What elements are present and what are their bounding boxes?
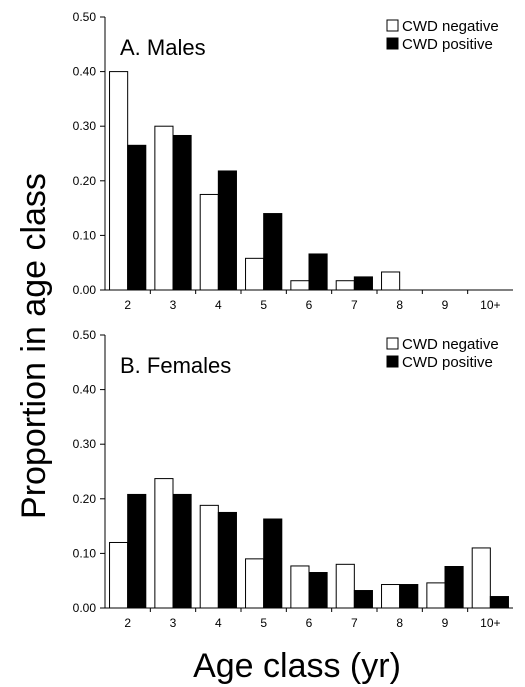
bar-cwd-positive	[399, 584, 419, 609]
bar-cwd-negative	[471, 547, 491, 609]
x-tick-label: 10+	[480, 298, 500, 312]
x-tick-label: 6	[306, 298, 313, 312]
y-tick-label: 0.50	[73, 10, 97, 24]
y-tick-label: 0.40	[73, 65, 97, 79]
y-tick-label: 0.00	[73, 601, 97, 615]
y-tick-label: 0.10	[73, 228, 97, 242]
bar-cwd-positive	[172, 134, 192, 291]
bar-cwd-positive	[489, 596, 509, 609]
x-tick-label: 9	[442, 298, 449, 312]
y-tick-label: 0.00	[73, 283, 97, 297]
legend-swatch-negative	[386, 337, 399, 350]
y-tick-label: 0.20	[73, 174, 97, 188]
x-tick-label: 5	[260, 616, 267, 630]
bar-cwd-negative	[245, 257, 265, 291]
x-tick-label: 2	[124, 616, 131, 630]
bar-cwd-negative	[290, 280, 310, 291]
bar-cwd-positive	[127, 493, 147, 609]
y-tick-label: 0.40	[73, 383, 97, 397]
bar-cwd-positive	[308, 572, 328, 609]
x-tick-label: 3	[170, 616, 177, 630]
legend-swatch-positive	[386, 37, 399, 50]
bar-cwd-negative	[381, 271, 401, 291]
bar-cwd-negative	[290, 565, 310, 609]
x-tick-label: 6	[306, 616, 313, 630]
panel-title: A. Males	[120, 35, 206, 60]
bar-cwd-negative	[154, 478, 174, 609]
x-tick-label: 2	[124, 298, 131, 312]
chart-panel-1: 0.00 0.10 0.20 0.30 0.40 0.50 2 3 4 5 6 7 8 9 10+ A. Ma…	[73, 10, 513, 312]
bar-cwd-positive	[217, 511, 237, 609]
x-tick-label: 7	[351, 298, 358, 312]
bar-cwd-negative	[109, 541, 129, 609]
bar-cwd-positive	[263, 518, 283, 609]
bar-cwd-positive	[353, 590, 373, 609]
legend-label-positive: CWD positive	[402, 36, 493, 53]
bar-cwd-negative	[381, 584, 401, 609]
y-tick-label: 0.20	[73, 492, 97, 506]
bar-cwd-negative	[426, 582, 446, 609]
bar-cwd-positive	[172, 493, 192, 609]
bar-cwd-negative	[199, 504, 219, 609]
bar-cwd-negative	[335, 563, 355, 609]
x-tick-label: 4	[215, 298, 222, 312]
x-tick-label: 5	[260, 298, 267, 312]
bar-cwd-negative	[335, 280, 355, 291]
bar-cwd-positive	[308, 253, 328, 291]
bar-cwd-positive	[444, 566, 464, 609]
bar-cwd-negative	[245, 558, 265, 609]
legend-label-positive: CWD positive	[402, 354, 493, 371]
y-tick-label: 0.30	[73, 437, 97, 451]
bar-cwd-negative	[199, 193, 219, 291]
x-tick-label: 4	[215, 616, 222, 630]
legend-label-negative: CWD negative	[402, 18, 499, 35]
bar-cwd-negative	[154, 125, 174, 291]
legend-swatch-negative	[386, 19, 399, 32]
x-tick-label: 8	[396, 616, 403, 630]
x-axis-label: Age class (yr)	[193, 647, 401, 685]
x-tick-label: 3	[170, 298, 177, 312]
chart-panel-2: 0.00 0.10 0.20 0.30 0.40 0.50 2 3 4 5 6 7 8 9 10+ B. Fe…	[73, 328, 513, 630]
y-tick-label: 0.30	[73, 119, 97, 133]
x-tick-label: 7	[351, 616, 358, 630]
y-tick-label: 0.50	[73, 328, 97, 342]
bar-cwd-positive	[353, 276, 373, 291]
legend-swatch-positive	[386, 355, 399, 368]
panels: 0.00 0.10 0.20 0.30 0.40 0.50 2 3 4 5 6 7 8 9 10+ A. Ma…	[73, 10, 513, 630]
legend-label-negative: CWD negative	[402, 336, 499, 353]
panel-title: B. Females	[120, 353, 231, 378]
y-axis-label: Proportion in age class	[15, 173, 53, 519]
bar-cwd-negative	[109, 71, 129, 291]
y-tick-label: 0.10	[73, 546, 97, 560]
x-tick-label: 10+	[480, 616, 500, 630]
bar-cwd-positive	[217, 170, 237, 291]
x-tick-label: 9	[442, 616, 449, 630]
bar-cwd-positive	[127, 144, 147, 291]
bar-cwd-positive	[263, 213, 283, 291]
x-tick-label: 8	[396, 298, 403, 312]
